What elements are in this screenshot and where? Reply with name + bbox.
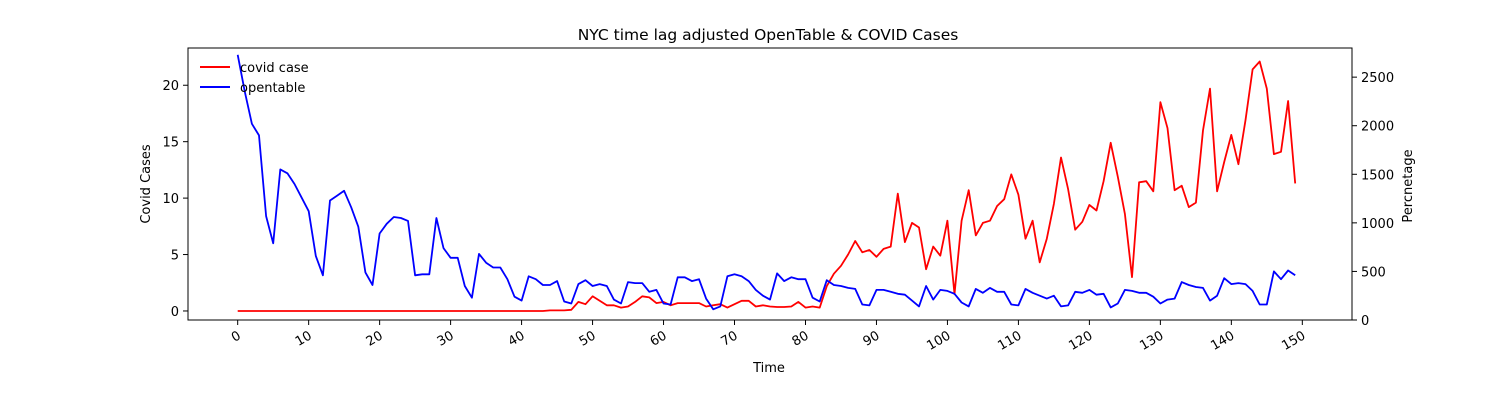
x-tick-label: 130	[1137, 328, 1166, 353]
x-tick-label: 10	[293, 328, 315, 349]
x-tick-label: 50	[577, 328, 599, 349]
y-left-tick-label: 5	[171, 249, 179, 264]
y-axis-right: 0 500 1000 1500 2000 2500	[1352, 71, 1394, 329]
series-line-opentable	[236, 54, 1296, 311]
x-axis: 0 10 20 30 40 50 60 70 80 90 100 110 120 130 140 150	[229, 320, 1308, 354]
x-tick-label: 80	[790, 328, 812, 349]
y-right-tick-label: 1000	[1361, 217, 1394, 232]
y-axis-left: 0 5 10 15 20	[162, 79, 188, 320]
y-left-tick-label: 10	[162, 192, 179, 207]
x-tick-label: 20	[364, 328, 386, 349]
x-tick-label: 120	[1066, 328, 1095, 353]
y-right-tick-label: 0	[1361, 314, 1369, 329]
chart-title: NYC time lag adjusted OpenTable & COVID …	[578, 26, 959, 44]
x-tick-label: 0	[229, 328, 244, 345]
x-tick-label: 60	[648, 328, 670, 349]
x-tick-label: 140	[1208, 328, 1237, 353]
y-right-tick-label: 2000	[1361, 120, 1394, 135]
legend-label-opentable: opentable	[240, 81, 305, 96]
x-tick-label: 40	[506, 328, 528, 349]
legend-label-covid-case: covid case	[240, 61, 309, 76]
y-right-tick-label: 500	[1361, 265, 1386, 280]
x-tick-label: 110	[995, 328, 1024, 353]
x-tick-label: 30	[435, 328, 457, 349]
series-line-covid-case	[237, 60, 1297, 312]
y-left-tick-label: 20	[162, 79, 179, 94]
legend: covid case opentable	[200, 61, 309, 96]
y-axis-label-right: Percnetage	[1401, 149, 1416, 222]
y-right-tick-label: 1500	[1361, 168, 1394, 183]
plot-area	[187, 47, 1353, 321]
x-tick-label: 100	[924, 328, 953, 353]
y-left-tick-label: 0	[171, 305, 179, 320]
y-axis-label-left: Covid Cases	[139, 144, 154, 224]
x-tick-label: 150	[1279, 328, 1308, 353]
plot-frame	[187, 47, 1353, 321]
x-tick-label: 70	[719, 328, 741, 349]
y-right-tick-label: 2500	[1361, 71, 1394, 86]
series-layer	[236, 54, 1297, 312]
x-tick-label: 90	[861, 328, 883, 349]
x-axis-label: Time	[752, 361, 785, 376]
y-left-tick-label: 15	[162, 136, 179, 151]
